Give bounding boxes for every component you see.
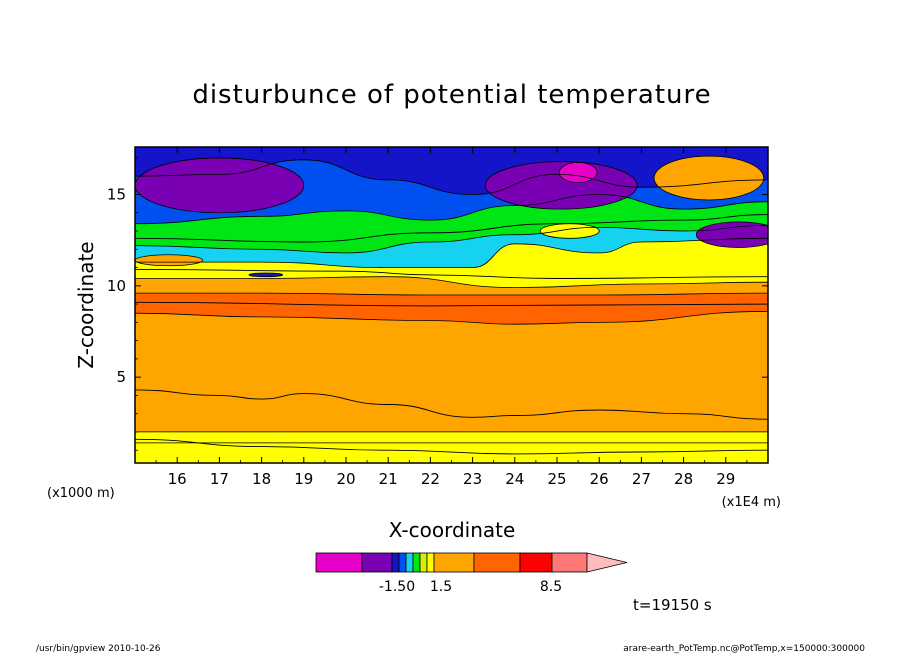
contour-fill-patches [135,155,768,278]
x-tick-label: 25 [547,470,566,488]
y-tick-label: 5 [116,368,126,386]
contour-extra-0 [135,389,768,420]
contour-extra-1 [135,438,768,455]
contour-line-8 [135,159,768,195]
colorbar-bin-4 [405,552,414,573]
fill-patch-6 [135,254,203,267]
colorbar-bin-6 [419,552,428,573]
colorbar-bin-7 [426,552,435,573]
colorbar-label: -1.50 [379,579,415,595]
colorbar-bin-3 [398,552,407,573]
colorbar-bin-11 [551,552,588,573]
x-tick-label: 29 [716,470,735,488]
fill-patch-0 [135,157,305,214]
colorbar-bin-2 [391,552,400,573]
colorbar-bin-9 [473,552,521,573]
y-tick-label: 15 [107,185,126,203]
x-axis: 16 17 18 19 20 21 22 23 24 25 26 27 28 29 [155,147,748,488]
contour-lines [135,159,768,455]
contour-line-7 [135,194,768,225]
x-tick-label: 27 [632,470,651,488]
footer-left: /usr/bin/gpview 2010-10-26 [36,644,161,654]
fill-patch-5 [539,223,600,239]
colorbar-bin-1 [361,552,393,573]
fill-patch-3 [695,221,768,248]
contour-line-3 [135,292,768,296]
contour-line-2 [135,311,768,325]
colorbar-extend-arrow [586,552,628,573]
fill-patch-4 [653,155,765,201]
contour-line-6 [135,225,768,254]
x-tick-label: 21 [379,470,398,488]
colorbar-labels: -1.50 1.5 8.5 [379,579,562,595]
contour-extra-2 [135,301,768,307]
colorbar-bin-10 [519,552,553,573]
x-unit-left: (x1000 m) [47,486,115,501]
x-tick-label: 17 [210,470,229,488]
fill-patch-1 [484,161,638,210]
contour-extra-3 [135,268,768,279]
contour-line-4 [135,276,768,289]
colorbar-label: 8.5 [540,579,562,595]
x-tick-label: 16 [168,470,187,488]
colorbar-bin-8 [433,552,475,573]
x-unit-right: (x1E4 m) [722,495,781,510]
colorbar-bin-0 [315,552,363,573]
x-tick-label: 26 [590,470,609,488]
x-tick-label: 20 [336,470,355,488]
x-tick-label: 23 [463,470,482,488]
chart-title: disturbunce of potential temperature [192,80,711,110]
x-tick-label: 28 [674,470,693,488]
y-axis: 5 10 15 [107,157,768,451]
colorbar-bin-5 [412,552,421,573]
x-tick-label: 22 [421,470,440,488]
fill-patch-2 [558,162,598,184]
y-tick-label: 10 [107,277,126,295]
colorbar-label: 1.5 [430,579,452,595]
contour-extra-4 [135,214,768,243]
y-axis-title: Z-coordinate [74,241,98,368]
time-label: t=19150 s [633,596,712,614]
colorbar [315,552,628,573]
contour-line-5 [135,237,768,269]
x-tick-label: 19 [294,470,313,488]
fill-patch-7 [248,272,284,278]
x-tick-label: 18 [252,470,271,488]
footer-right: arare-earth_PotTemp.nc@PotTemp,x=150000:… [623,644,865,654]
x-axis-title: X-coordinate [389,518,516,542]
x-tick-label: 24 [505,470,524,488]
